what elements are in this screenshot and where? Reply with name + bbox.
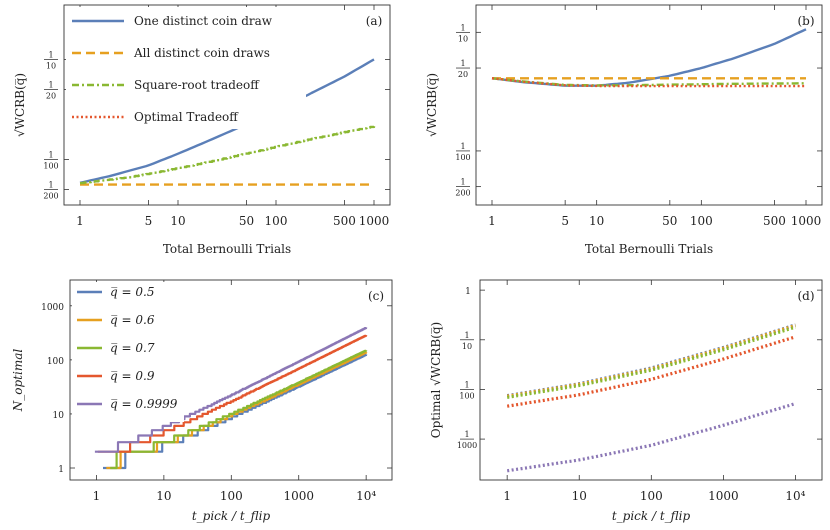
series-line	[506, 401, 796, 473]
x-tick-label: 100	[640, 489, 663, 503]
series-line	[491, 77, 806, 88]
y-tick-numerator: 1	[48, 181, 53, 190]
y-tick-denominator: 1000	[457, 441, 477, 450]
x-axis-label: Total Bernoulli Trials	[585, 242, 713, 256]
y-tick-label: 100	[47, 357, 64, 367]
y-tick-denominator: 100	[43, 161, 58, 170]
legend: q̅ = 0.5 q̅ = 0.6 q̅ = 0.7 q̅ = 0.9 q̅ = 0.9…	[72, 282, 184, 422]
x-tick-label: 1	[503, 489, 511, 503]
y-tick-label: 1	[58, 465, 64, 475]
legend-label: One distinct coin draw	[134, 14, 273, 28]
panel-label: (d)	[797, 289, 814, 303]
panel-label: (c)	[368, 289, 384, 303]
x-axis-label: t_pick / t_flip	[192, 509, 271, 523]
x-tick-label: 5	[145, 214, 153, 228]
legend-label: q̅ = 0.9999	[110, 397, 178, 411]
x-tick-label: 500	[763, 214, 786, 228]
legend: One distinct coin draw All distinct coin …	[66, 7, 306, 129]
x-tick-label: 1000	[791, 214, 822, 228]
series-line	[506, 323, 796, 398]
y-axis-label: √WCRB(q̅)	[425, 73, 439, 137]
x-tick-label: 10⁴	[785, 489, 805, 503]
x-tick-label: 1000	[359, 214, 390, 228]
y-tick-numerator: 1	[464, 331, 469, 340]
y-tick-denominator: 10	[462, 342, 472, 351]
y-tick-numerator: 1	[48, 150, 53, 159]
legend-label: q̅ = 0.9	[110, 369, 155, 383]
x-tick-label: 100	[265, 214, 288, 228]
legend-label: All distinct coin draws	[133, 46, 270, 60]
x-tick-label: 1	[76, 214, 84, 228]
x-axis-label: t_pick / t_flip	[612, 509, 691, 523]
y-tick-denominator: 100	[455, 153, 470, 162]
y-tick-numerator: 1	[48, 50, 53, 59]
x-tick-label: 10	[156, 489, 171, 503]
panel-label: (b)	[797, 14, 814, 28]
y-tick-denominator: 200	[43, 192, 58, 201]
x-tick-label: 50	[662, 214, 677, 228]
y-tick-numerator: 1	[464, 380, 469, 389]
plot-frame	[475, 4, 823, 206]
legend-label: Square-root tradeoff	[134, 78, 260, 92]
plot-frame	[63, 4, 391, 206]
x-tick-label: 500	[333, 214, 356, 228]
plot-frame	[479, 279, 823, 481]
series-line	[97, 334, 368, 453]
x-tick-label: 100	[220, 489, 243, 503]
x-tick-label: 10⁴	[356, 489, 376, 503]
y-tick-denominator: 200	[455, 189, 470, 198]
y-tick-numerator: 1	[460, 59, 465, 68]
y-tick-label: 1	[465, 287, 471, 297]
y-tick-numerator: 1	[460, 142, 465, 151]
x-tick-label: 50	[239, 214, 254, 228]
series-line	[94, 327, 368, 453]
x-tick-label: 100	[690, 214, 713, 228]
x-tick-label: 1000	[283, 489, 314, 503]
y-tick-numerator: 1	[464, 430, 469, 439]
y-tick-numerator: 1	[460, 178, 465, 187]
y-tick-denominator: 10	[458, 34, 468, 43]
legend-label: q̅ = 0.5	[110, 285, 154, 299]
legend-box	[66, 7, 306, 129]
y-tick-numerator: 1	[460, 23, 465, 32]
y-tick-denominator: 20	[458, 70, 468, 79]
y-axis-label: √WCRB(q̅)	[13, 73, 27, 137]
x-tick-label: 1	[488, 214, 496, 228]
x-tick-label: 10	[572, 489, 587, 503]
x-tick-label: 10	[170, 214, 185, 228]
y-tick-label: 1000	[41, 303, 64, 313]
panel-b: (b) 1 5 10 50 100 500 1000 1 10 1 20 1 100 1 200 Total B…	[425, 4, 823, 256]
panel-label: (a)	[366, 14, 383, 28]
y-tick-denominator: 20	[46, 92, 56, 101]
series-line	[506, 335, 796, 408]
x-tick-label: 10	[589, 214, 604, 228]
y-axis-label: Optimal √WCRB(q̅)	[429, 322, 443, 438]
y-axis-label: N_optimal	[11, 349, 25, 413]
y-tick-label: 10	[53, 411, 65, 421]
x-axis-label: Total Bernoulli Trials	[163, 242, 291, 256]
series-line	[491, 77, 806, 87]
series-line	[79, 58, 375, 184]
x-tick-label: 1	[93, 489, 101, 503]
y-tick-denominator: 10	[46, 61, 56, 70]
panel-a: (a) 1 5 10 50 100 500 1000 1 10 1 20 1 100 1 200 Total B…	[13, 4, 391, 256]
y-tick-numerator: 1	[48, 81, 53, 90]
legend-label: q̅ = 0.7	[110, 341, 155, 355]
series-line	[80, 125, 376, 185]
series-line	[506, 323, 796, 398]
panel-c: (c) 1 10 100 1000 10⁴ 1 10 100 1000 t_pick / t_fli…	[11, 279, 393, 523]
series-line	[110, 349, 368, 470]
legend-label: q̅ = 0.6	[110, 313, 155, 327]
panel-d: (d) 1 10 100 1000 10⁴ 1 1 10 1 100 1 1000 t_pick / t_…	[429, 279, 823, 523]
x-tick-label: 5	[561, 214, 569, 228]
y-tick-denominator: 100	[459, 391, 474, 400]
legend-label: Optimal Tradeoff	[134, 110, 239, 124]
x-tick-label: 1000	[708, 489, 739, 503]
legend-box	[72, 282, 184, 422]
